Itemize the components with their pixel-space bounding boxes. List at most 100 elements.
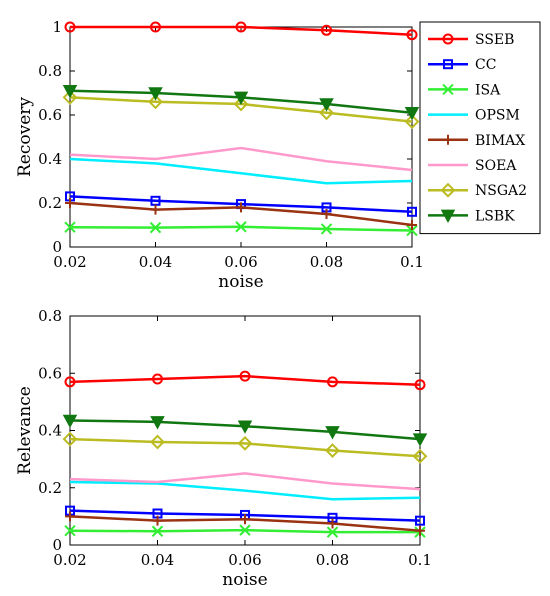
data-point xyxy=(148,87,163,101)
x-tick-label: 0.1 xyxy=(408,551,432,569)
data-point xyxy=(239,370,251,382)
series-opsm xyxy=(69,157,413,185)
data-point xyxy=(64,221,76,233)
data-point xyxy=(325,443,340,458)
y-tick-label: 0.4 xyxy=(38,422,62,440)
series-sseb xyxy=(64,21,418,41)
data-point xyxy=(64,524,76,537)
data-point xyxy=(404,107,420,121)
data-point xyxy=(233,96,249,112)
legend-marker xyxy=(443,59,453,70)
series-sseb xyxy=(64,370,426,391)
data-point xyxy=(62,414,78,429)
data-point xyxy=(150,416,165,430)
data-point xyxy=(415,515,425,526)
data-point xyxy=(414,379,426,391)
legend-marker xyxy=(442,83,454,96)
data-point xyxy=(326,526,339,538)
y-axis-label: Relevance xyxy=(15,386,35,475)
y-tick-label: 0.6 xyxy=(38,364,62,382)
y-tick-label: 0 xyxy=(52,238,62,256)
series-line xyxy=(69,157,413,185)
data-point xyxy=(319,98,334,112)
series-line xyxy=(69,437,421,458)
data-point xyxy=(150,204,161,215)
legend-label: SOEA xyxy=(475,158,517,174)
series-bimax xyxy=(65,511,425,536)
y-tick-label: 0.6 xyxy=(38,106,62,124)
data-point xyxy=(407,220,417,230)
series-line xyxy=(69,146,413,172)
data-point xyxy=(239,524,251,536)
y-tick-label: 0.8 xyxy=(38,62,62,80)
y-tick-label: 0.4 xyxy=(38,150,62,168)
legend-label: LSBK xyxy=(475,208,515,224)
x-tick-label: 0.02 xyxy=(53,253,86,271)
data-point xyxy=(240,514,250,525)
series-lsbk xyxy=(62,414,428,447)
data-point xyxy=(65,511,75,522)
y-axis-label: Recovery xyxy=(15,97,35,177)
series-bimax xyxy=(65,198,417,230)
legend-label: ISA xyxy=(475,82,501,98)
chart-2: 0 0.2 0.4 0.6 0.8 0.02 0.04 0.06 0.08 0.1 noise Rel… xyxy=(15,307,432,590)
data-point xyxy=(325,426,340,440)
data-point xyxy=(319,105,334,121)
data-point xyxy=(151,525,164,537)
data-point xyxy=(235,221,247,233)
series-soea xyxy=(69,472,421,491)
legend-label: SSEB xyxy=(475,32,514,48)
x-tick-label: 0.02 xyxy=(53,551,86,569)
x-tick-label: 0.08 xyxy=(316,551,349,569)
data-point xyxy=(233,91,249,105)
legend-marker xyxy=(442,33,454,45)
data-point xyxy=(150,21,161,33)
x-tick-label: 0.1 xyxy=(400,253,424,271)
data-point xyxy=(321,24,332,36)
y-tick-label: 1 xyxy=(52,18,62,36)
x-axis-label: noise xyxy=(222,570,267,590)
x-tick-label: 0.06 xyxy=(224,253,257,271)
data-point xyxy=(321,209,332,219)
x-axis-label: noise xyxy=(218,272,263,292)
data-point xyxy=(412,433,428,447)
data-point xyxy=(62,85,78,99)
x-tick-label: 0.06 xyxy=(228,551,261,569)
series-isa xyxy=(64,524,426,538)
data-point xyxy=(406,224,418,237)
chart-1: 0 0.2 0.4 0.6 0.8 1 0.02 0.04 0.06 0.08 0.1 noise Re… xyxy=(15,18,541,292)
series-line xyxy=(69,374,421,386)
data-point xyxy=(404,114,420,130)
legend-label: NSGA2 xyxy=(475,183,527,199)
legend-marker xyxy=(440,182,456,198)
data-point xyxy=(62,431,78,447)
legend-label: CC xyxy=(475,57,496,73)
series-soea xyxy=(69,146,413,172)
series-line xyxy=(70,25,413,36)
data-point xyxy=(237,435,253,451)
y-tick-label: 0.2 xyxy=(38,479,62,497)
x-tick-label: 0.08 xyxy=(310,253,343,271)
data-point xyxy=(148,94,163,110)
data-point xyxy=(62,89,78,105)
data-point xyxy=(150,434,165,450)
data-point xyxy=(149,221,162,234)
data-point xyxy=(64,21,76,33)
series-line xyxy=(69,480,421,501)
legend-box xyxy=(419,21,541,235)
series-opsm xyxy=(69,480,421,501)
data-point xyxy=(237,420,253,434)
data-point xyxy=(236,202,246,213)
data-point xyxy=(64,376,76,388)
data-point xyxy=(152,373,163,385)
data-point xyxy=(152,515,163,526)
y-tick-label: 0.8 xyxy=(38,307,62,325)
data-point xyxy=(320,223,333,235)
y-tick-label: 0.2 xyxy=(38,194,62,212)
data-point xyxy=(412,448,428,464)
series-line xyxy=(69,472,421,491)
data-point xyxy=(65,198,75,208)
legend-marker xyxy=(440,209,456,223)
legend-marker xyxy=(443,134,453,145)
